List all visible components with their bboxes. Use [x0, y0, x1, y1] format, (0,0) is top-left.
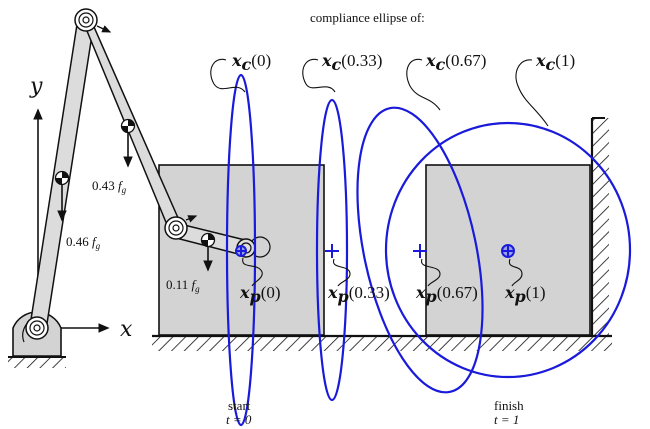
compliance-ellipse-067	[356, 106, 484, 394]
xc-label-1: xc(1)	[535, 51, 575, 74]
ground	[152, 334, 612, 351]
xp-label-1: xp(1)	[504, 283, 546, 306]
joint-elbow	[164, 215, 198, 240]
xp-marker-0	[235, 245, 247, 257]
force-label-link-3: 0.11 fg	[166, 277, 200, 294]
compliance-caption: compliance ellipse of:	[310, 10, 425, 25]
y-axis-label: y	[29, 74, 43, 99]
finish-label: finish	[494, 398, 524, 413]
wall	[590, 117, 609, 336]
joint-base	[22, 316, 49, 343]
xp-marker-033	[325, 244, 339, 258]
xc-label-067: xc(0.67)	[425, 51, 486, 74]
xc-label-0: xc(0)	[231, 51, 271, 74]
finish-time: t = 1	[494, 412, 519, 427]
force-label-link-1: 0.46 fg	[66, 234, 101, 251]
xp-label-033: xp(0.33)	[327, 283, 390, 306]
com-link-2	[120, 118, 136, 168]
joint-shoulder	[74, 8, 112, 33]
xp-marker-1	[501, 244, 515, 258]
xp-marker-067	[413, 244, 427, 258]
start-label: start	[228, 398, 251, 413]
compliance-ellipse-1	[384, 121, 632, 379]
compliance-ellipse-033	[315, 98, 349, 402]
xp-label-0: xp(0)	[239, 283, 281, 306]
com-link-3	[200, 232, 216, 272]
xp-label-067: xp(0.67)	[415, 283, 478, 306]
start-time: t = 0	[226, 412, 252, 427]
xc-label-033: xc(0.33)	[321, 51, 382, 74]
force-label-link-2: 0.43 fg	[92, 178, 127, 195]
compliance-ellipse-0	[225, 73, 257, 427]
com-link-1	[54, 170, 70, 222]
x-axis-label: x	[120, 317, 133, 342]
